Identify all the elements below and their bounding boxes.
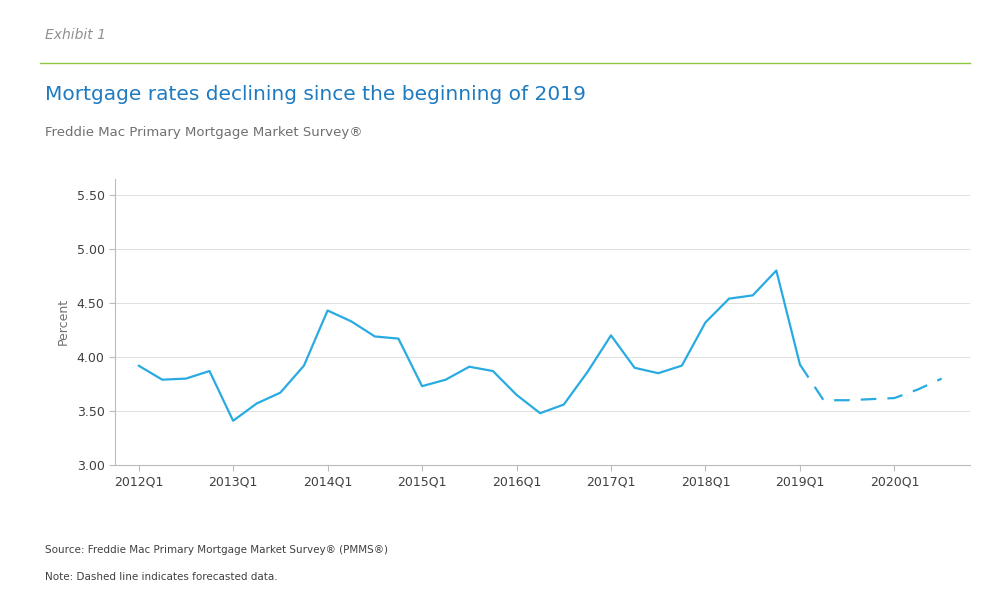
Text: Mortgage rates declining since the beginning of 2019: Mortgage rates declining since the begin… [45,85,586,104]
Y-axis label: Percent: Percent [57,298,70,346]
Text: Note: Dashed line indicates forecasted data.: Note: Dashed line indicates forecasted d… [45,572,278,582]
Text: Freddie Mac Primary Mortgage Market Survey®: Freddie Mac Primary Mortgage Market Surv… [45,126,363,139]
Text: Source: Freddie Mac Primary Mortgage Market Survey® (PMMS®): Source: Freddie Mac Primary Mortgage Mar… [45,545,388,555]
Text: Exhibit 1: Exhibit 1 [45,28,106,42]
